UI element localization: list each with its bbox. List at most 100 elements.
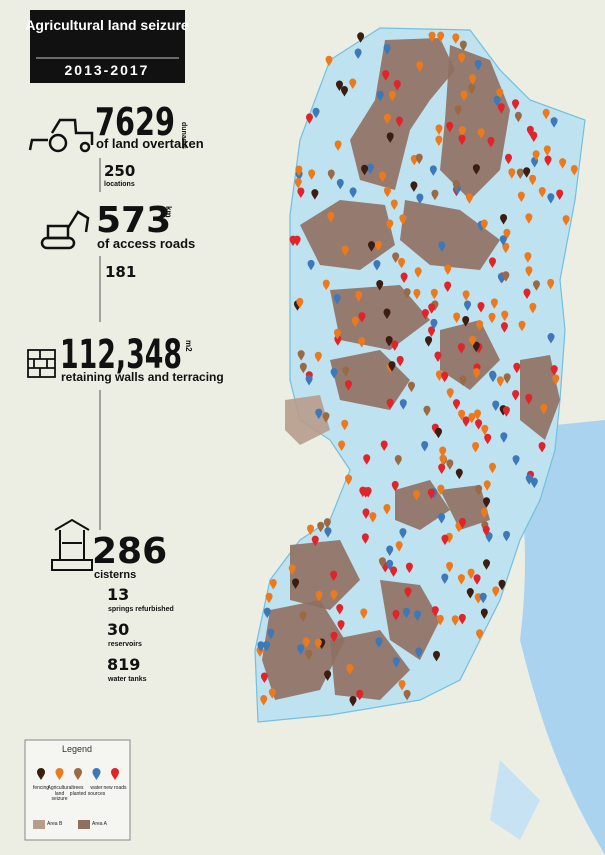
pin bbox=[434, 427, 442, 439]
pin bbox=[502, 271, 510, 282]
pin bbox=[458, 409, 466, 421]
pin bbox=[452, 33, 460, 44]
pin bbox=[473, 574, 481, 585]
pin bbox=[446, 459, 454, 470]
pin bbox=[410, 181, 418, 192]
pin bbox=[441, 573, 449, 584]
pin bbox=[467, 568, 475, 580]
area-patch bbox=[330, 285, 430, 350]
pin bbox=[497, 103, 505, 114]
water-value: 13 bbox=[107, 585, 129, 604]
pin bbox=[427, 488, 435, 500]
pin bbox=[330, 631, 338, 643]
pin bbox=[322, 412, 330, 423]
pin bbox=[386, 559, 394, 571]
pin bbox=[361, 164, 369, 176]
pin bbox=[512, 455, 520, 466]
pin bbox=[490, 298, 498, 309]
pin bbox=[260, 672, 268, 683]
pin bbox=[374, 240, 382, 252]
pin bbox=[392, 657, 400, 668]
pin bbox=[391, 340, 399, 351]
pin bbox=[431, 423, 439, 435]
pin bbox=[439, 446, 447, 457]
pin bbox=[436, 614, 444, 626]
well-icon bbox=[51, 518, 93, 571]
pin bbox=[392, 252, 400, 263]
pin bbox=[496, 376, 504, 387]
pin bbox=[469, 74, 477, 85]
pin bbox=[458, 126, 466, 137]
locations-label: locations bbox=[104, 181, 135, 188]
pin bbox=[481, 424, 489, 436]
pin bbox=[435, 124, 443, 135]
pin bbox=[472, 442, 480, 453]
pin bbox=[437, 31, 445, 43]
pin bbox=[386, 545, 394, 556]
pin bbox=[523, 288, 531, 299]
pin bbox=[542, 108, 550, 120]
pin bbox=[360, 608, 368, 619]
title: Agricultural land seizure bbox=[25, 17, 189, 33]
area-patch bbox=[400, 200, 500, 270]
pin bbox=[390, 566, 398, 577]
legend-pin bbox=[74, 768, 82, 780]
roads-unit: km bbox=[164, 206, 173, 218]
pin bbox=[416, 61, 424, 72]
pin bbox=[324, 670, 332, 681]
pin bbox=[458, 134, 466, 146]
pin bbox=[451, 615, 459, 626]
pin bbox=[413, 288, 421, 300]
pin bbox=[464, 300, 472, 312]
pin bbox=[544, 155, 552, 167]
pin bbox=[438, 513, 446, 524]
pin bbox=[322, 279, 330, 291]
pin bbox=[457, 343, 465, 354]
pin bbox=[530, 477, 538, 489]
pin bbox=[299, 611, 307, 622]
area-patches bbox=[262, 38, 560, 700]
pin bbox=[547, 193, 555, 204]
pin bbox=[400, 272, 408, 284]
pin bbox=[503, 228, 511, 240]
pin bbox=[459, 375, 467, 386]
pin bbox=[513, 362, 521, 374]
pin bbox=[550, 365, 558, 376]
pin bbox=[294, 177, 302, 189]
pin bbox=[383, 504, 391, 515]
water-label: water tanks bbox=[107, 676, 147, 683]
pin bbox=[462, 416, 470, 427]
pin bbox=[399, 528, 407, 539]
pin bbox=[297, 644, 305, 655]
pin bbox=[358, 312, 366, 323]
pin bbox=[445, 532, 453, 544]
pin bbox=[363, 454, 371, 465]
pin bbox=[459, 40, 467, 52]
pin bbox=[460, 90, 468, 102]
pin bbox=[517, 191, 525, 203]
legend-title: Legend bbox=[62, 744, 92, 754]
pin bbox=[538, 187, 546, 198]
pin bbox=[500, 214, 508, 225]
pin bbox=[407, 381, 415, 393]
pin bbox=[457, 574, 465, 585]
pin bbox=[398, 257, 406, 269]
pin bbox=[524, 252, 532, 263]
legend-area-label: Area B bbox=[47, 821, 63, 827]
pin bbox=[359, 486, 367, 498]
title-box bbox=[30, 10, 185, 83]
pin bbox=[312, 107, 320, 119]
pin bbox=[425, 336, 433, 347]
pin bbox=[340, 85, 348, 97]
pin bbox=[307, 259, 315, 271]
pin bbox=[496, 88, 504, 99]
pin bbox=[477, 128, 485, 139]
pin bbox=[415, 647, 423, 658]
legend-swatch bbox=[78, 820, 90, 829]
pin bbox=[383, 43, 391, 55]
pin bbox=[383, 186, 391, 198]
pin bbox=[429, 165, 437, 176]
legend-label: Agricultural land seizure bbox=[47, 785, 73, 802]
pin bbox=[330, 570, 338, 582]
